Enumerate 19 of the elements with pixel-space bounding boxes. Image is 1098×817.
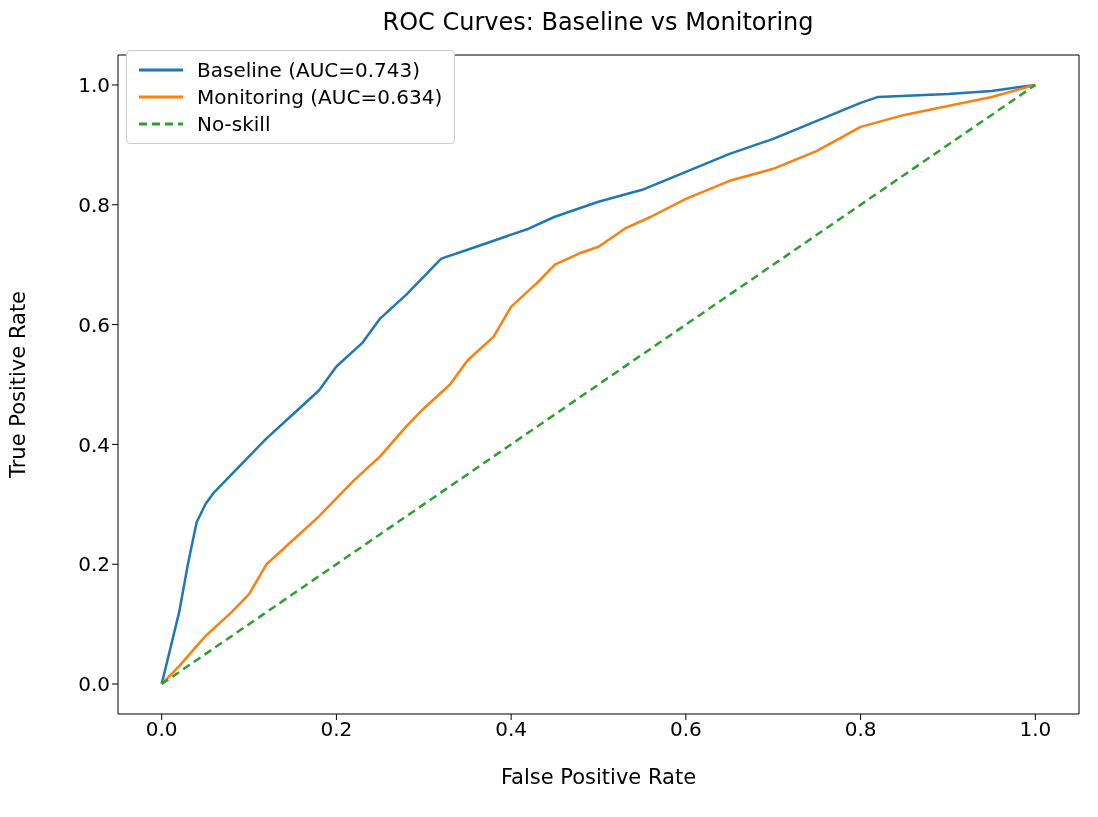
y-tick-label: 0.4 [78, 432, 110, 457]
y-tick-label: 1.0 [78, 73, 110, 98]
x-tick-label: 0.6 [669, 717, 702, 742]
chart-title: ROC Curves: Baseline vs Monitoring [381, 8, 815, 38]
x-tick-label: 0.8 [844, 717, 877, 742]
x-axis-title: False Positive Rate [500, 765, 697, 789]
y-axis-title: True Positive Rate [6, 290, 31, 480]
x-tick-label: 0.0 [145, 717, 178, 742]
x-tick-label: 0.4 [495, 717, 528, 742]
legend-label: No-skill [197, 112, 271, 136]
legend-label: Baseline (AUC=0.743) [197, 58, 421, 82]
line-series [160, 83, 1037, 686]
x-tick-label: 0.2 [320, 717, 353, 742]
legend-label: Monitoring (AUC=0.634) [197, 85, 443, 109]
y-tick-label: 0.6 [78, 312, 110, 337]
y-tick-label: 0.2 [78, 552, 110, 577]
y-tick-label: 0.8 [78, 192, 110, 217]
x-tick-label: 1.0 [1019, 717, 1052, 742]
y-tick-label: 0.0 [78, 672, 110, 697]
